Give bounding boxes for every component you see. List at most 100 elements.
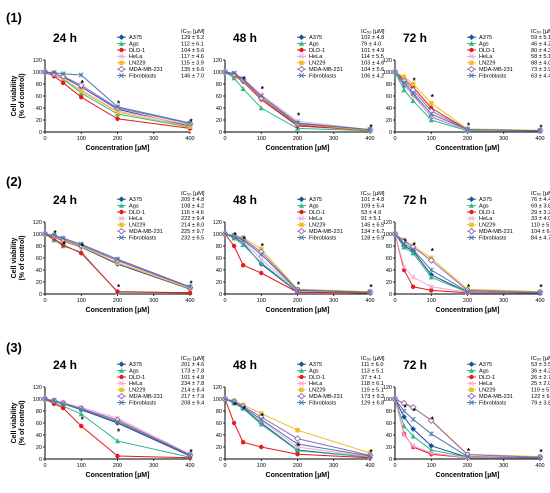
data-point <box>298 73 305 79</box>
significance-star: * <box>413 77 417 86</box>
data-point <box>410 443 416 449</box>
legend-label: MDA-MB-231 <box>479 229 513 235</box>
legend-label: LN229 <box>479 388 495 394</box>
data-point <box>77 81 85 89</box>
legend-ic50: 134 ± 6.7 <box>361 229 384 235</box>
legend-entry: A375 76 ± 4.4 <box>467 196 550 203</box>
data-point <box>119 387 124 392</box>
data-point <box>51 70 57 76</box>
data-point <box>259 444 264 450</box>
legend-header: IC₅₀ [µM] <box>361 29 385 35</box>
legend-ic50: 79 ± 3.8 <box>531 400 550 406</box>
data-point <box>298 400 305 406</box>
legend-label: MDA-MB-231 <box>309 67 343 73</box>
legend-ic50: 58 ± 5.1 <box>531 54 550 60</box>
data-point <box>468 368 475 373</box>
legend-ic50: 25 ± 2.0 <box>531 381 550 387</box>
significance-star: * <box>117 428 121 437</box>
data-point <box>78 411 84 417</box>
x-axis-label: Concentration [µM] <box>266 307 330 314</box>
series-fibroblasts <box>42 396 193 458</box>
panel-1-1: 48 h 0 20 40 60 80 100 120 0 100 200 300 400 Concentr… <box>213 191 385 314</box>
legend-label: LN229 <box>309 61 325 67</box>
data-point <box>468 235 475 241</box>
legend-ic50: 91 ± 5.1 <box>361 216 381 222</box>
significance-star: * <box>413 241 417 250</box>
x-tick-label: 100 <box>77 463 86 469</box>
legend-label: Ags <box>479 203 489 209</box>
data-point <box>367 453 373 459</box>
y-tick-label: 100 <box>213 70 222 76</box>
data-point <box>298 203 305 208</box>
legend-ic50: 37 ± 4.1 <box>361 375 381 381</box>
data-point <box>428 284 434 290</box>
legend-entry: Fibroblasts 63 ± 4.4 <box>467 73 550 79</box>
series-line <box>44 71 191 124</box>
data-point <box>258 256 264 262</box>
legend-label: Ags <box>309 203 319 209</box>
data-point <box>187 452 193 458</box>
significance-star: * <box>369 283 373 292</box>
y-tick-label: 20 <box>386 445 392 451</box>
y-tick-label: 120 <box>33 385 42 391</box>
x-tick-label: 400 <box>535 463 544 469</box>
legend-ic50: 225 ± 9.7 <box>181 229 204 235</box>
data-point <box>115 453 120 459</box>
legend-ic50: 217 ± 7.9 <box>181 394 204 400</box>
data-point <box>537 128 543 134</box>
x-tick-label: 100 <box>257 463 266 469</box>
data-point <box>60 242 66 247</box>
data-point <box>469 374 474 380</box>
data-point <box>410 90 416 96</box>
data-point <box>118 227 125 235</box>
data-point <box>240 86 246 91</box>
y-tick-label: 0 <box>219 292 222 298</box>
legend-entry: LN229 103 ± 4.6 <box>297 60 384 67</box>
data-point <box>401 74 407 79</box>
panel-2-0: 24 h 0 20 40 60 80 100 120 0 100 200 300 400 Concentr… <box>11 356 205 479</box>
y-axis-label-line: (% of control) <box>19 235 26 280</box>
x-tick-label: 200 <box>113 463 122 469</box>
data-point <box>400 399 408 407</box>
y-tick-label: 40 <box>386 268 392 274</box>
legend-ic50: 111 ± 6.0 <box>361 362 383 368</box>
panel-title: 24 h <box>53 193 77 207</box>
legend-label: Ags <box>129 368 139 374</box>
data-point <box>299 209 304 215</box>
legend-label: LN229 <box>479 61 495 67</box>
legend-ic50: 118 ± 6.1 <box>361 381 384 387</box>
y-tick-label: 80 <box>216 244 222 250</box>
significance-star: * <box>431 93 435 102</box>
data-point <box>60 80 66 86</box>
legend-entry: Fibroblasts 129 ± 6.8 <box>297 400 384 406</box>
y-tick-label: 120 <box>383 385 392 391</box>
series-fibroblasts <box>42 69 193 126</box>
legend-label: LN229 <box>479 223 495 229</box>
legend-ic50: 26 ± 2.7 <box>531 375 550 381</box>
legend-label: LN229 <box>309 223 325 229</box>
data-point <box>295 452 300 457</box>
significance-star: * <box>369 123 373 132</box>
y-tick-label: 80 <box>386 82 392 88</box>
x-tick-label: 400 <box>185 463 194 469</box>
data-point <box>392 69 398 75</box>
legend-label: DLD-1 <box>309 375 325 381</box>
data-point <box>401 80 407 86</box>
data-point <box>468 361 475 367</box>
data-point <box>118 235 125 241</box>
data-point <box>79 89 84 94</box>
data-point <box>427 417 435 425</box>
legend-ic50: 110 ± 5.2 <box>531 223 550 229</box>
legend-header: IC₅₀ [µM] <box>361 191 385 197</box>
y-tick-label: 0 <box>219 457 222 463</box>
data-point <box>401 414 407 420</box>
x-axis-label: Concentration [µM] <box>86 145 150 152</box>
legend-entry: A375 59 ± 5.1 <box>467 34 550 41</box>
y-tick-label: 120 <box>33 220 42 226</box>
panel-0-0: 24 h 0 20 40 60 80 100 120 0 100 200 300 400 Concentr… <box>11 29 205 152</box>
legend-label: DLD-1 <box>309 48 325 54</box>
legend-label: MDA-MB-231 <box>129 394 163 400</box>
x-tick-label: 0 <box>223 463 226 469</box>
panel-title: 72 h <box>403 31 427 45</box>
y-tick-label: 40 <box>36 268 42 274</box>
